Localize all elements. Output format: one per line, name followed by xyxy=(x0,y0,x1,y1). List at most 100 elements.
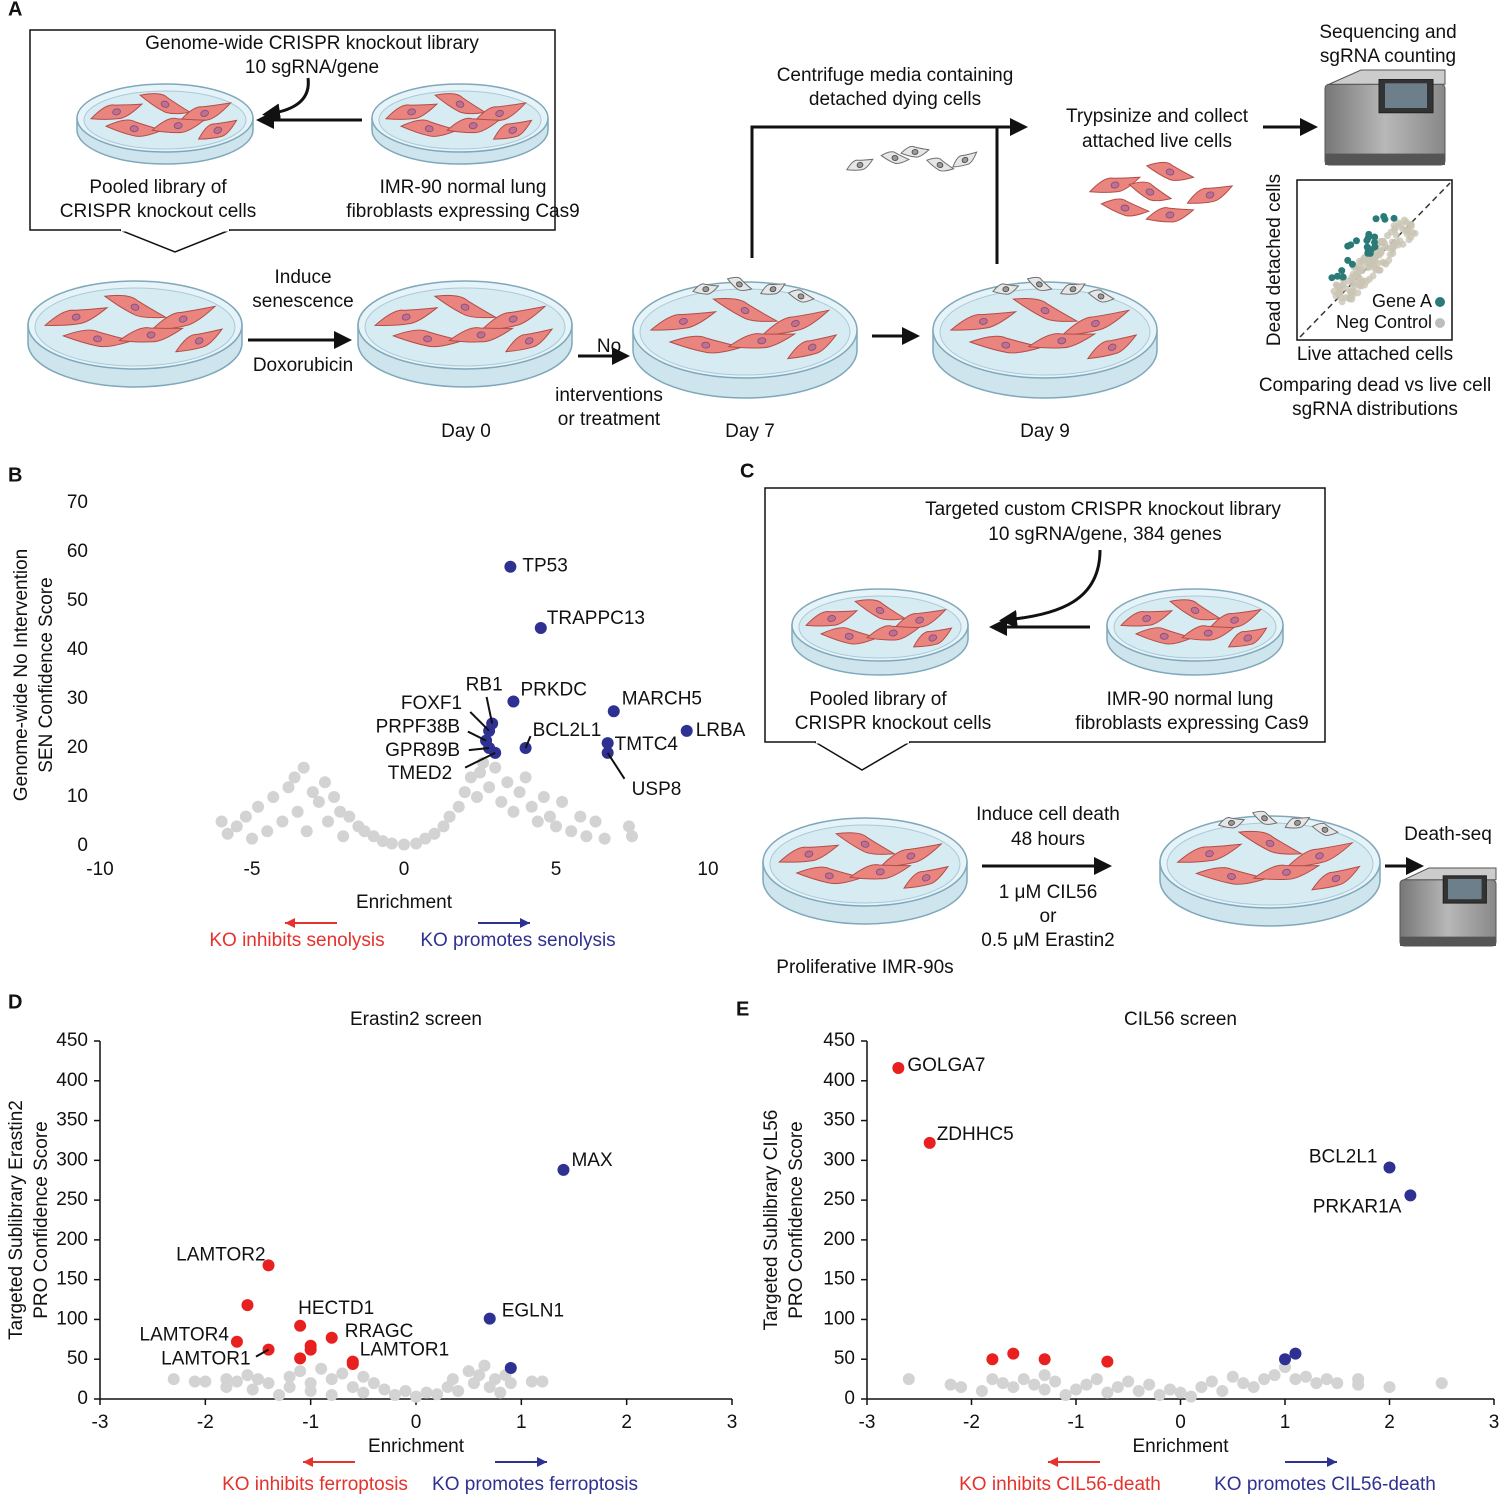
point-label: TRAPPC13 xyxy=(547,608,645,629)
point xyxy=(385,837,398,850)
point-label: TP53 xyxy=(522,556,567,577)
cell xyxy=(151,117,206,134)
point xyxy=(1247,1381,1260,1394)
point xyxy=(534,621,547,634)
dish xyxy=(371,83,549,165)
point xyxy=(1226,1370,1239,1383)
nucleus xyxy=(1228,819,1235,826)
point xyxy=(306,786,319,799)
point-label: LAMTOR1 xyxy=(161,1349,250,1370)
y-tick-label: 70 xyxy=(67,492,88,513)
inset-dot xyxy=(1369,272,1377,280)
inset-dot xyxy=(1348,260,1356,268)
callout xyxy=(814,741,911,771)
pooled-text: Pooled library of xyxy=(809,689,947,710)
point-label: MAX xyxy=(571,1150,613,1171)
callout xyxy=(119,229,231,253)
point xyxy=(367,1377,380,1390)
cell xyxy=(649,311,718,331)
parental-text: fibroblasts expressing Cas9 xyxy=(1075,713,1308,734)
y-axis-label: Genome-wide No Intervention xyxy=(11,549,32,801)
point xyxy=(431,1388,444,1401)
point xyxy=(474,766,486,779)
y-tick-label: 400 xyxy=(56,1070,88,1091)
cell xyxy=(1100,198,1151,217)
y-tick-label: 20 xyxy=(67,737,88,758)
point xyxy=(1352,1378,1365,1391)
point xyxy=(1038,1369,1051,1382)
y-tick-label: 100 xyxy=(823,1308,855,1329)
no-treatment-text: interventions xyxy=(555,385,663,406)
point xyxy=(252,800,265,813)
dead-cell xyxy=(1026,276,1053,291)
point xyxy=(1007,1347,1020,1360)
inset-dot xyxy=(1377,247,1385,255)
point xyxy=(601,737,614,750)
point xyxy=(221,827,234,840)
point xyxy=(1310,1377,1323,1390)
inset-dot xyxy=(1390,214,1398,222)
point xyxy=(325,1389,338,1402)
library-text: 10 sgRNA/gene, 384 genes xyxy=(988,524,1221,545)
nucleus xyxy=(1190,606,1200,614)
point xyxy=(574,810,587,823)
nucleus xyxy=(757,337,767,345)
leader-line xyxy=(464,752,496,769)
inset-dot xyxy=(1385,256,1393,264)
pooled-text: Pooled library of xyxy=(89,177,227,198)
pooled-text: CRISPR knockout cells xyxy=(60,201,256,222)
centrifuge-text: detached dying cells xyxy=(809,89,981,110)
nucleus xyxy=(791,319,800,328)
point xyxy=(300,825,313,838)
point xyxy=(294,1365,307,1378)
arrow-head xyxy=(537,1457,547,1467)
nucleus xyxy=(797,293,805,300)
point xyxy=(483,781,496,794)
point xyxy=(378,1383,391,1396)
nucleus xyxy=(1002,286,1010,293)
y-axis-label: PRO Confidence Score xyxy=(786,1121,807,1319)
point xyxy=(1205,1375,1218,1388)
y-tick-label: 450 xyxy=(56,1030,88,1051)
point xyxy=(230,1335,243,1348)
curved-arrow xyxy=(999,549,1102,628)
point xyxy=(986,1373,999,1386)
day-label: Day 9 xyxy=(1020,421,1070,442)
nucleus xyxy=(915,616,924,624)
cell xyxy=(492,119,533,140)
point xyxy=(525,1375,538,1388)
nucleus xyxy=(178,315,188,323)
point xyxy=(398,838,410,851)
no-treatment-text: No xyxy=(597,336,621,357)
cell xyxy=(399,119,459,137)
point xyxy=(556,795,569,808)
point xyxy=(1017,1373,1030,1386)
x-tick-label: -3 xyxy=(92,1412,109,1433)
dish xyxy=(357,280,573,388)
bracket xyxy=(750,125,999,264)
nucleus xyxy=(468,122,478,130)
x-tick-label: 0 xyxy=(399,859,410,880)
inset-dot xyxy=(1376,266,1384,274)
y-tick-label: 50 xyxy=(834,1348,855,1369)
nucleus xyxy=(875,868,885,876)
point xyxy=(294,1352,307,1365)
nucleus xyxy=(911,149,919,155)
nucleus xyxy=(679,317,688,325)
nucleus xyxy=(160,100,170,108)
point xyxy=(504,560,517,573)
nucleus xyxy=(921,874,931,882)
x-tick-label: 10 xyxy=(697,859,718,880)
x-tick-label: 0 xyxy=(1175,1412,1186,1433)
point xyxy=(1143,1378,1156,1391)
point xyxy=(267,791,280,803)
leader-line xyxy=(524,735,532,749)
point xyxy=(357,1370,370,1383)
nucleus xyxy=(424,125,434,133)
no-treatment-text: or treatment xyxy=(558,409,661,430)
x-tick-label: -3 xyxy=(859,1412,876,1433)
treatment-text: 0.5 μM Erastin2 xyxy=(981,930,1114,951)
nucleus xyxy=(423,335,432,343)
y-tick-label: 50 xyxy=(67,590,88,611)
